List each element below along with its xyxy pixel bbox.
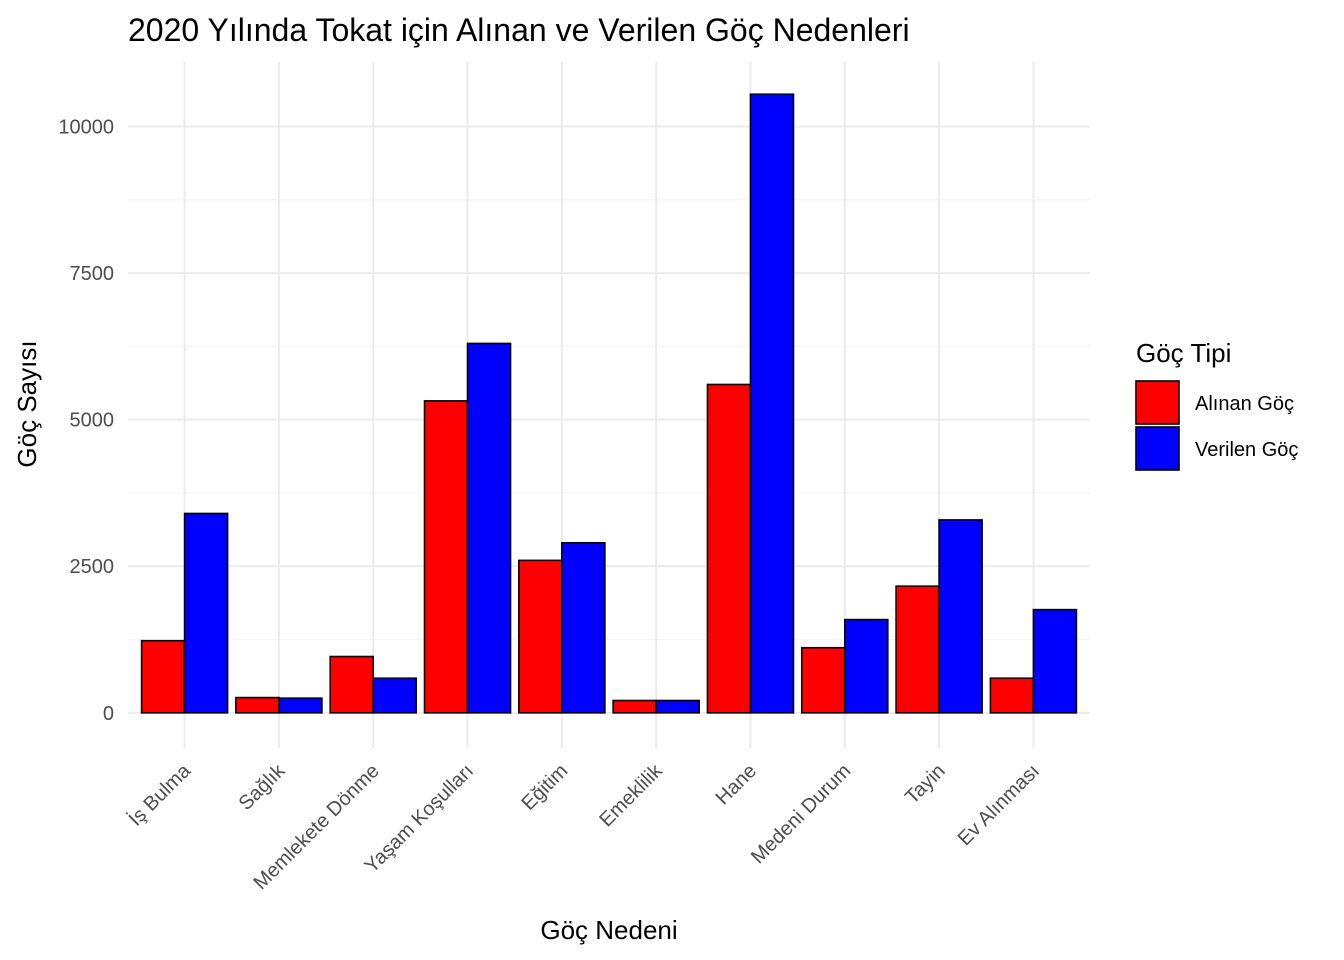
y-tick-label: 5000 [70,410,115,432]
bar-alinan-7 [706,383,752,714]
legend-key-alinan [1135,380,1180,425]
x-tick-label: İş Bulma [124,759,196,831]
x-tick-label: Medeni Durum [747,760,855,868]
x-axis-title: Göç Nedeni [540,915,677,945]
bar-alinan-6 [612,699,657,714]
y-tick-labels: 0 2500 5000 7500 10000 [58,116,114,724]
x-tick-label: Eğitim [518,760,573,815]
bar-verilen-5 [561,541,606,714]
y-tick-label: 2500 [70,556,115,578]
legend-key-verilen [1135,426,1180,471]
x-tick-label: Tayin [901,760,950,809]
bar-verilen-6 [655,699,700,714]
bars [140,93,1078,714]
bar-verilen-9 [938,519,983,714]
legend-title: Göç Tipi [1136,338,1231,368]
bar-alinan-10 [989,677,1035,714]
bar-verilen-8 [843,618,889,714]
y-tick-label: 0 [103,703,114,725]
bar-verilen-10 [1032,608,1078,714]
y-axis-title: Göç Sayısı [12,340,42,467]
bar-alinan-9 [895,585,940,714]
bar-alinan-4 [423,400,469,714]
bar-verilen-3 [372,677,418,714]
bar-verilen-4 [466,342,512,714]
chart-title: 2020 Yılında Tokat için Alınan ve Verile… [128,12,910,48]
bar-alinan-3 [329,655,375,714]
legend: Göç Tipi Alınan Göç Verilen Göç [1135,338,1298,471]
x-tick-label: Emeklilik [595,759,667,831]
y-tick-label: 7500 [70,263,115,285]
bar-alinan-8 [800,646,846,714]
x-tick-label: Sağlık [235,759,291,815]
bar-alinan-1 [140,639,186,714]
y-tick-label: 10000 [58,116,114,138]
bar-verilen-2 [278,697,323,714]
bar-verilen-7 [749,93,795,714]
x-tick-label: Ev Alınması [954,760,1044,850]
bar-alinan-2 [235,696,280,714]
legend-label-alinan: Alınan Göç [1195,393,1294,415]
legend-label-verilen: Verilen Göç [1195,439,1298,461]
bar-verilen-1 [183,512,229,714]
bar-alinan-5 [518,559,563,714]
x-tick-label: Hane [712,760,761,809]
